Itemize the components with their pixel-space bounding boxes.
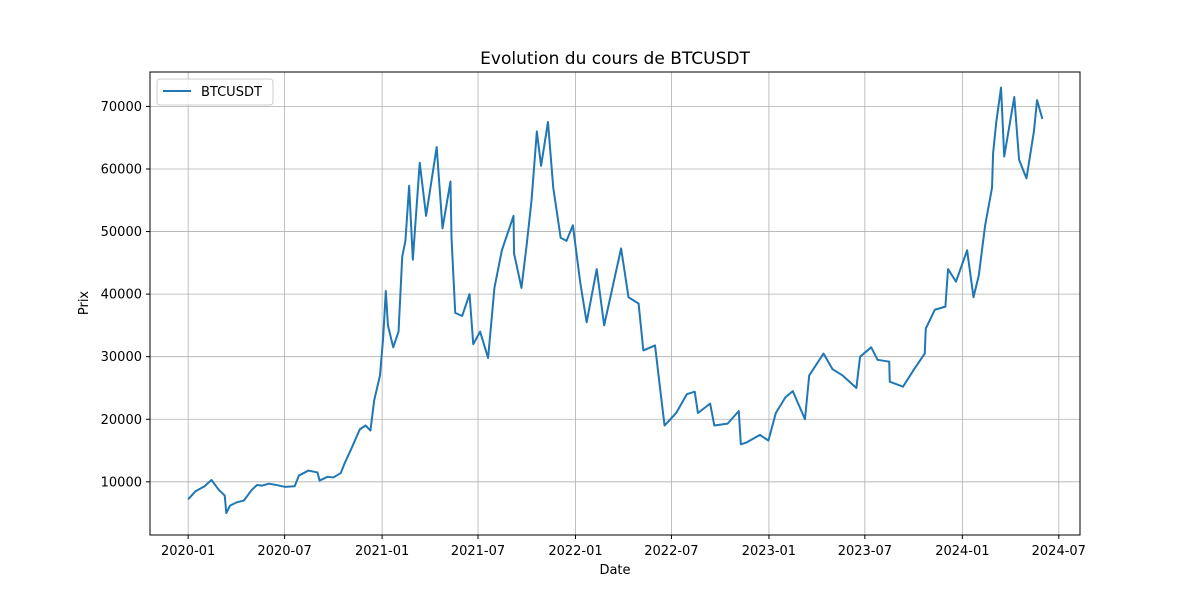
y-tick-label: 10000 <box>101 475 142 490</box>
grid-layer <box>150 72 1080 535</box>
y-tick-label: 60000 <box>101 162 142 177</box>
plot-frame <box>149 71 1081 536</box>
x-tick-label: 2024-01 <box>935 544 989 559</box>
series-layer <box>187 86 1044 515</box>
y-tick-label: 30000 <box>101 350 142 365</box>
legend-label: BTCUSDT <box>201 85 262 100</box>
x-axis-label: Date <box>599 563 630 578</box>
tick-layer: 2020-01 2020-07 2021-01 2021-07 2022-01 2022-… <box>101 100 1086 559</box>
x-tick-label: 2022-07 <box>644 544 698 559</box>
y-axis-label: Prix <box>77 291 92 316</box>
chart-title: Evolution du cours de BTCUSDT <box>480 49 750 69</box>
legend-box <box>156 78 274 106</box>
series-line-btcusdt <box>187 86 1044 515</box>
x-tick-label: 2023-01 <box>742 544 796 559</box>
legend: BTCUSDT <box>156 78 274 106</box>
y-tick-label: 70000 <box>101 100 142 115</box>
x-tick-label: 2023-07 <box>838 544 892 559</box>
x-tick-label: 2020-07 <box>257 544 311 559</box>
x-tick-label: 2021-01 <box>355 544 409 559</box>
y-tick-label: 50000 <box>101 225 142 240</box>
x-tick-label: 2022-01 <box>548 544 602 559</box>
y-tick-label: 20000 <box>101 413 142 428</box>
x-tick-label: 2024-07 <box>1032 544 1086 559</box>
x-tick-label: 2020-01 <box>161 544 215 559</box>
x-tick-label: 2021-07 <box>451 544 505 559</box>
y-tick-label: 40000 <box>101 288 142 303</box>
